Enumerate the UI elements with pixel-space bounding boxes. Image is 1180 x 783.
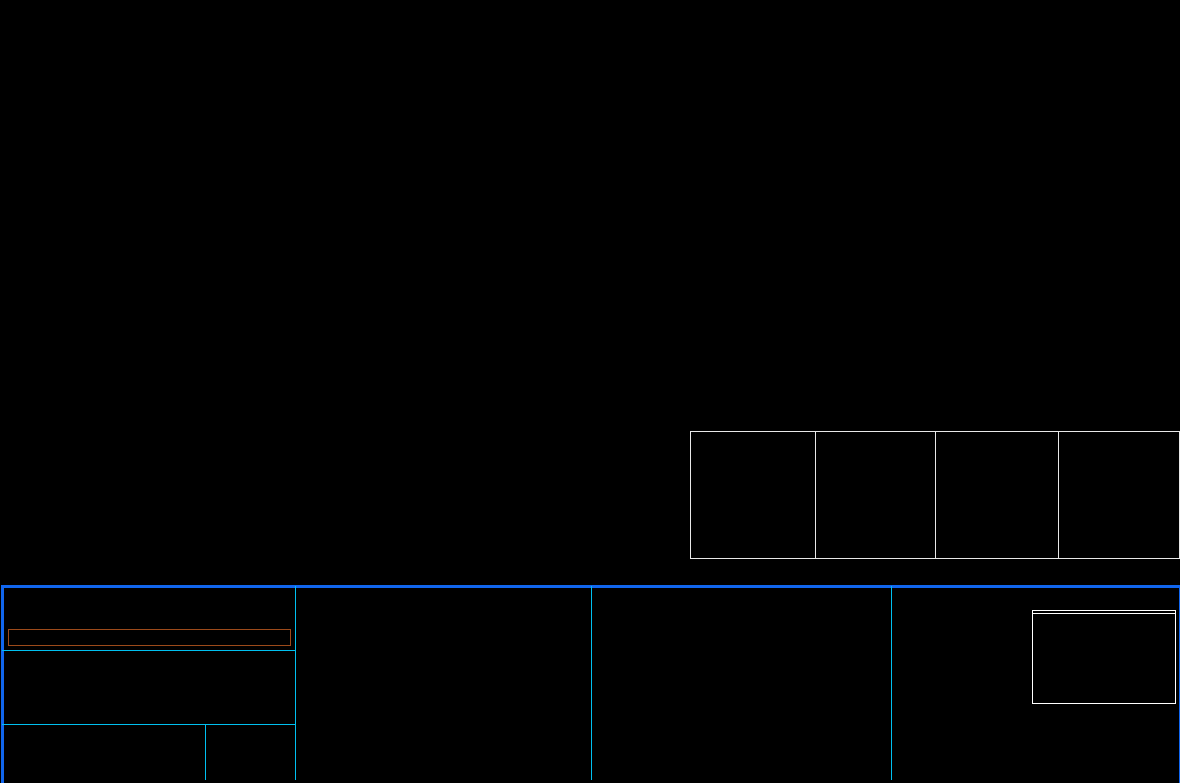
sharppy-window — [0, 0, 1180, 783]
sounding-graphics — [0, 0, 1180, 783]
